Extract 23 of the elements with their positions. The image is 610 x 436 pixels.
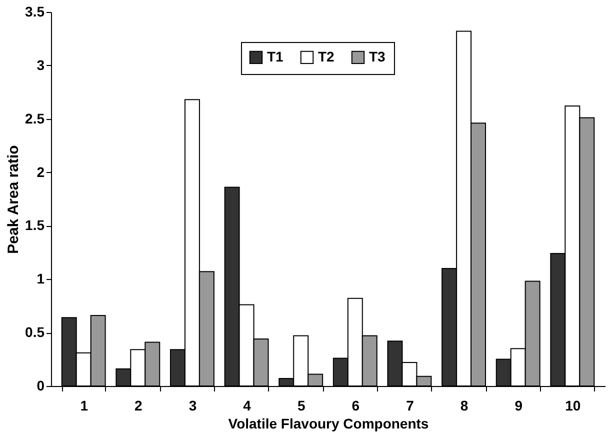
y-tick-label: 2: [36, 164, 45, 180]
y-tick-label: 3: [36, 56, 45, 73]
y-tick-label: 3.5: [25, 4, 45, 20]
legend-label: T3: [369, 48, 386, 64]
y-tick-label: 0.5: [25, 324, 45, 340]
x-tick-label: 1: [80, 398, 88, 414]
y-tick-label: 0: [36, 378, 45, 394]
x-axis-title: Volatile Flavoury Components: [228, 416, 429, 432]
x-tick-label: 9: [514, 398, 523, 414]
y-tick-label: 2.5: [25, 110, 45, 126]
x-tick-label: 6: [352, 398, 360, 414]
x-tick-label: 2: [134, 398, 143, 414]
x-tick-label: 4: [243, 398, 252, 414]
y-tick-label: 1: [36, 270, 45, 287]
x-tick-label: 7: [406, 398, 414, 414]
x-tick-label: 5: [297, 398, 306, 414]
legend-label: T1: [267, 48, 284, 64]
y-tick-label: 1.5: [25, 217, 45, 234]
legend-label: T2: [318, 48, 335, 64]
y-axis-title: Peak Area ratio: [5, 145, 22, 254]
x-tick-label: 10: [565, 398, 581, 414]
x-tick-label: 3: [188, 398, 197, 414]
x-tick-label: 8: [460, 398, 468, 414]
